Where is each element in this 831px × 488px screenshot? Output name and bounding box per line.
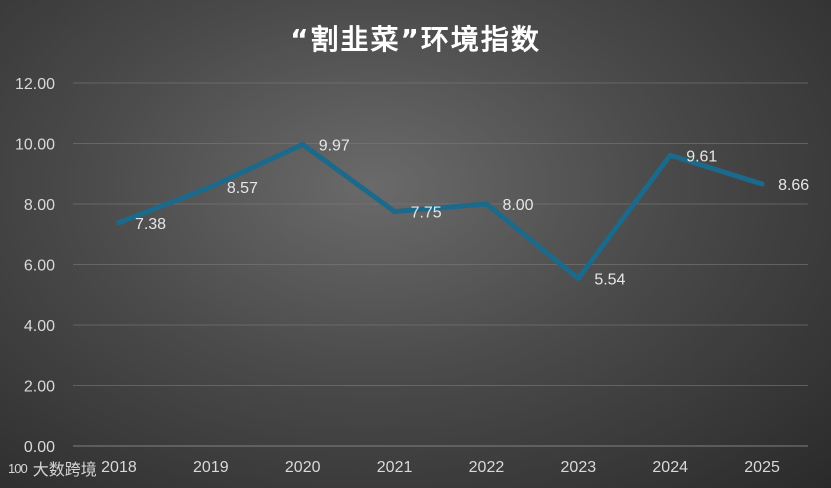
data-label: 9.97: [319, 137, 350, 154]
data-label: 9.61: [686, 148, 717, 165]
y-tick-label: 0.00: [24, 439, 55, 456]
series-line: [116, 141, 765, 281]
y-tick-label: 10.00: [15, 137, 55, 154]
y-tick-label: 2.00: [24, 379, 55, 396]
y-tick-label: 4.00: [24, 318, 55, 335]
x-tick-label: 2022: [469, 459, 505, 476]
data-label: 8.00: [502, 197, 533, 214]
x-tick-label: 2025: [744, 459, 780, 476]
data-label: 8.66: [778, 177, 809, 194]
watermark: 100 大数跨境: [8, 456, 97, 480]
watermark-text: 大数跨境: [32, 460, 97, 479]
data-point: [116, 220, 122, 226]
data-point: [759, 181, 765, 187]
x-tick-label: 2020: [285, 459, 321, 476]
y-tick-label: 6.00: [24, 258, 55, 275]
data-point: [300, 141, 306, 147]
data-point: [667, 152, 673, 158]
x-tick-label: 2021: [377, 459, 413, 476]
data-label: 8.57: [227, 180, 258, 197]
data-point: [483, 201, 489, 207]
watermark-logo: 100: [8, 460, 28, 476]
x-tick-label: 2023: [561, 459, 597, 476]
data-point: [208, 184, 214, 190]
x-tick-label: 2018: [101, 459, 137, 476]
data-label: 5.54: [594, 271, 625, 288]
y-tick-label: 12.00: [15, 76, 55, 93]
y-tick-label: 8.00: [24, 197, 55, 214]
x-tick-label: 2024: [652, 459, 688, 476]
data-label: 7.38: [135, 216, 166, 233]
data-point: [392, 209, 398, 215]
data-point: [575, 275, 581, 281]
chart-title: “割韭菜”环境指数: [290, 23, 541, 56]
data-label: 7.75: [411, 205, 442, 222]
x-tick-label: 2019: [193, 459, 229, 476]
